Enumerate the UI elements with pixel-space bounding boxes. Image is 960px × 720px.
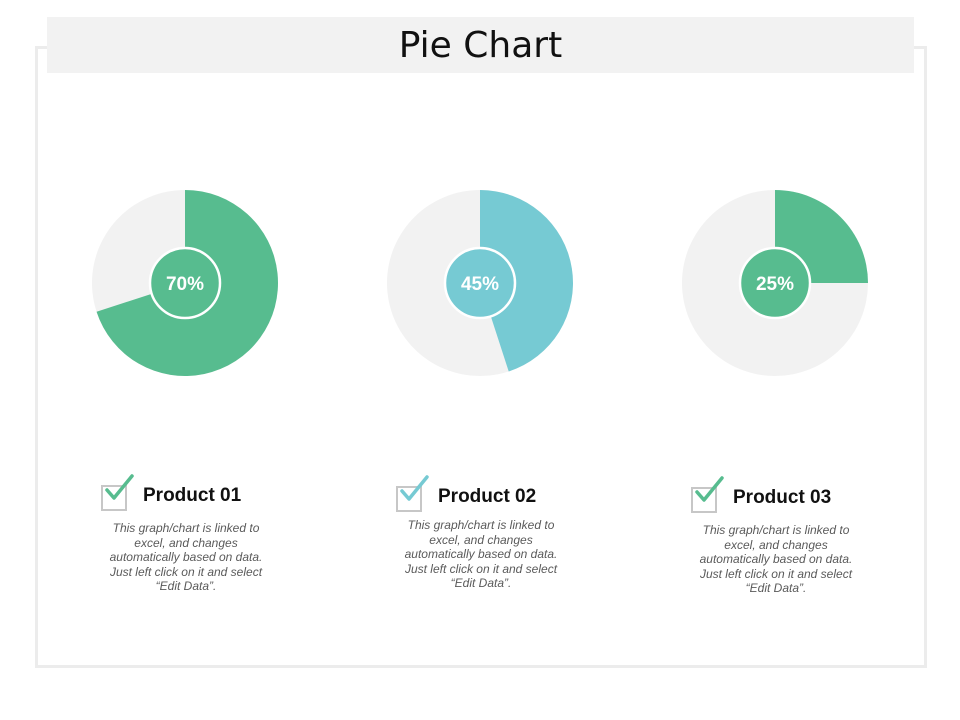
product-name: Product 03 bbox=[733, 487, 832, 508]
pie-percent-label: 45% bbox=[461, 274, 499, 295]
checkmark-icon bbox=[105, 474, 134, 500]
pie-center-badge bbox=[148, 246, 222, 320]
product-description: This graph/chart is linked to excel, and… bbox=[109, 521, 263, 593]
pie-center-badge bbox=[443, 246, 517, 320]
product-description: This graph/chart is linked to excel, and… bbox=[404, 518, 558, 590]
pie-chart-2: 45% bbox=[387, 190, 573, 376]
pie-chart-3: 25% bbox=[682, 190, 868, 376]
legend-product-03: Product 03 This graph/chart is linked to… bbox=[691, 476, 931, 595]
pie-center-badge bbox=[738, 246, 812, 320]
legend-product-01: Product 01 This graph/chart is linked to… bbox=[101, 474, 341, 593]
pie-chart-1: 70% bbox=[92, 190, 278, 376]
product-description: This graph/chart is linked to excel, and… bbox=[699, 523, 853, 595]
pie-slice-value bbox=[480, 190, 573, 372]
pie-percent-label: 70% bbox=[166, 274, 204, 295]
pie-percent-label: 25% bbox=[756, 274, 794, 295]
checkmark-icon bbox=[695, 476, 724, 502]
product-name: Product 02 bbox=[438, 486, 537, 507]
product-name: Product 01 bbox=[143, 485, 242, 506]
checkmark-icon bbox=[400, 475, 429, 501]
legend-product-02: Product 02 This graph/chart is linked to… bbox=[396, 475, 636, 590]
page-title: Pie Chart bbox=[398, 25, 563, 66]
title-bar: Pie Chart bbox=[47, 17, 914, 73]
